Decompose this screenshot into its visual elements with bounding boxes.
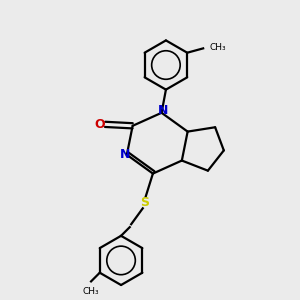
Text: CH₃: CH₃	[209, 43, 226, 52]
Text: O: O	[94, 118, 105, 131]
Text: N: N	[158, 104, 168, 117]
Text: N: N	[120, 148, 130, 161]
Text: CH₃: CH₃	[83, 287, 99, 296]
Text: S: S	[140, 196, 149, 209]
